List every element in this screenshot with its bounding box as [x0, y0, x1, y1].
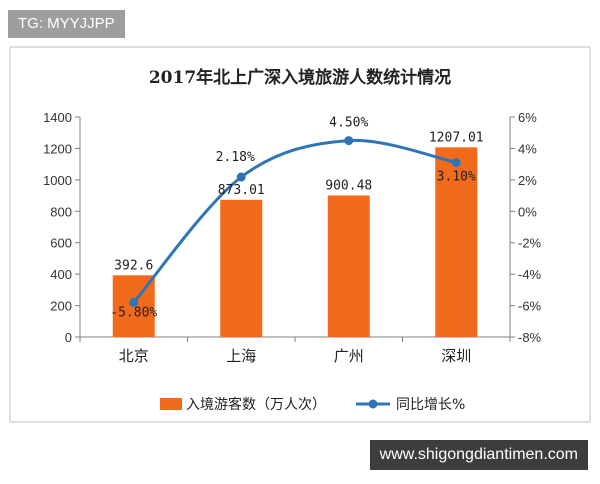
bar	[435, 147, 478, 337]
y-left-tick-label: 0	[65, 330, 72, 345]
watermark-badge: TG: MYYJJPP	[8, 10, 125, 38]
line-data-label: 3.10%	[437, 170, 476, 185]
y-left-tick-label: 600	[50, 236, 72, 251]
line-data-label: 2.18%	[216, 150, 255, 165]
growth-line	[132, 138, 457, 304]
legend-line-marker	[368, 399, 378, 409]
y-left-tick-label: 800	[50, 204, 72, 219]
legend-bar-swatch	[160, 398, 182, 410]
x-tick-label: 上海	[226, 347, 256, 365]
bar	[220, 199, 263, 337]
y-right-tick-label: 2%	[518, 173, 537, 188]
y-left-tick-label: 1400	[43, 110, 72, 125]
y-right-tick-label: -4%	[518, 267, 542, 282]
legend-bar-label: 入境游客数（万人次）	[186, 396, 326, 413]
bar-data-label: 900.48	[325, 178, 372, 193]
y-right-tick-label: 0%	[518, 204, 537, 219]
y-right-tick-label: -2%	[518, 236, 542, 251]
growth-point	[451, 158, 461, 168]
line-data-label: 4.50%	[329, 116, 368, 131]
bar-data-label: 1207.01	[429, 130, 484, 145]
y-left-tick-label: 1000	[43, 173, 72, 188]
y-left-tick-label: 200	[50, 299, 72, 314]
y-right-tick-label: 4%	[518, 141, 537, 156]
y-left-tick-label: 400	[50, 267, 72, 282]
bar-data-label: 873.01	[218, 183, 265, 198]
x-tick-label: 深圳	[441, 347, 471, 365]
footer-url-badge[interactable]: www.shigongdiantimen.com	[369, 440, 588, 470]
y-right-tick-label: 6%	[518, 110, 537, 125]
x-tick-label: 北京	[119, 347, 149, 365]
growth-point	[344, 136, 354, 146]
y-left-tick-label: 1200	[43, 141, 72, 156]
bar	[327, 195, 370, 337]
growth-point	[129, 297, 139, 307]
bar-data-label: 392.6	[114, 258, 153, 273]
growth-point	[236, 172, 246, 182]
chart-frame	[9, 46, 591, 423]
legend-line-label: 同比增长%	[396, 397, 465, 413]
y-right-tick-label: -6%	[518, 299, 542, 314]
chart-title: 2017年北上广深入境旅游人数统计情况	[149, 67, 451, 88]
y-right-tick-label: -8%	[518, 330, 542, 345]
x-tick-label: 广州	[334, 347, 364, 365]
line-data-label: -5.80%	[110, 305, 157, 320]
